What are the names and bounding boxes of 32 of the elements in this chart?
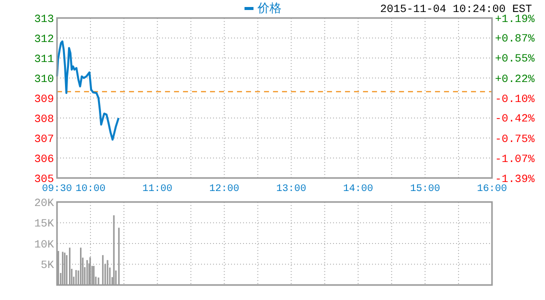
x-tick-label: 16:00	[476, 184, 508, 195]
y2-tick-label: -0.10%	[495, 94, 536, 106]
y-tick-label: 308	[34, 114, 54, 126]
y-tick-label: 310	[34, 74, 54, 86]
y2-tick-label: -0.75%	[495, 134, 536, 146]
x-tick-label: 15:00	[410, 184, 440, 195]
x-tick-label: 12:00	[209, 184, 240, 195]
y-tick-label: 10K	[34, 239, 54, 252]
y-tick-label: 309	[34, 94, 54, 106]
y-tick-label: 306	[34, 154, 54, 166]
x-tick-label: 11:00	[142, 184, 172, 195]
x-tick-label: 13:00	[276, 184, 306, 195]
y2-tick-label: +0.87%	[495, 34, 536, 46]
y-tick-label: 20K	[34, 198, 54, 210]
y2-tick-label: -1.39%	[495, 174, 536, 186]
y2-tick-label: +1.19%	[495, 14, 536, 26]
y-tick-label: 312	[34, 34, 54, 46]
y2-tick-label: +0.55%	[495, 54, 536, 66]
text: 2015-11-04 10:24:00 EST	[380, 4, 532, 16]
line-series	[56, 40, 120, 141]
y-tick-label: 311	[34, 54, 54, 66]
y-tick-label: 307	[34, 134, 54, 146]
x-tick-label: 14:00	[343, 184, 374, 195]
x-tick-label: 10:00	[75, 184, 106, 195]
y2-tick-label: -0.42%	[495, 114, 536, 126]
y-tick-label: 313	[34, 14, 54, 26]
y-tick-label: 5K	[40, 260, 54, 272]
x-tick-label: 09:30	[42, 184, 72, 195]
legend-label: 价格	[256, 1, 282, 15]
y2-tick-label: +0.22%	[495, 74, 536, 86]
y2-tick-label: -1.07%	[495, 154, 536, 166]
y-tick-label: 15K	[34, 218, 54, 231]
